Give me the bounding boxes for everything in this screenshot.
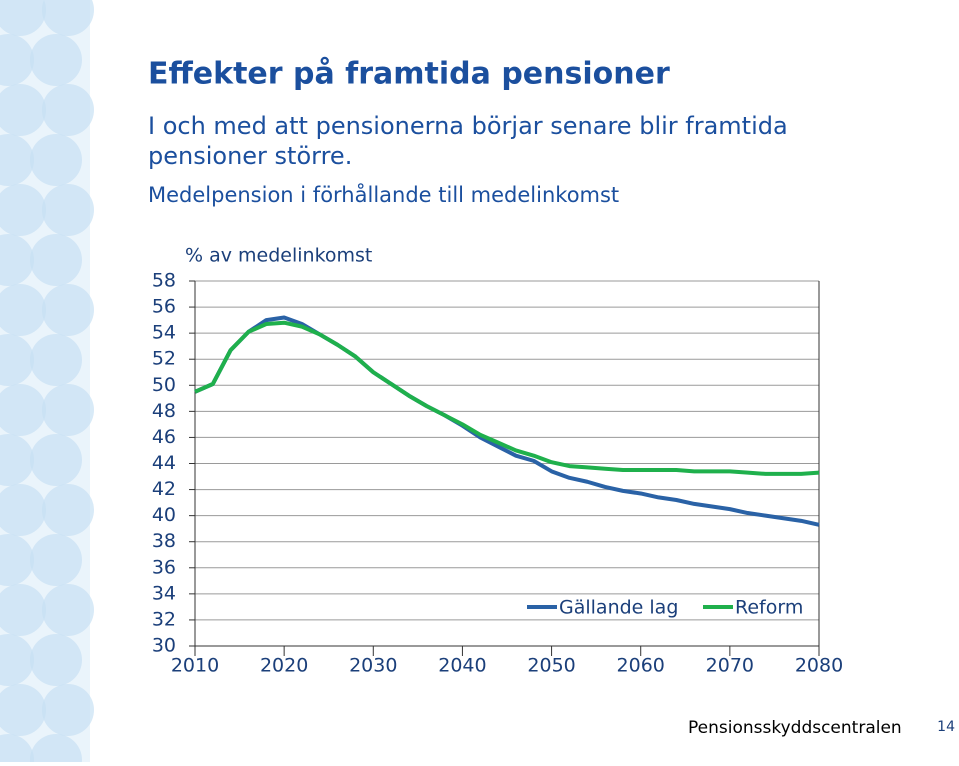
deco-circle bbox=[30, 134, 82, 186]
y-tick-label: 52 bbox=[152, 348, 176, 370]
series-line bbox=[194, 320, 820, 476]
y-tick-label: 32 bbox=[152, 608, 176, 630]
footer: Pensionsskyddscentralen bbox=[688, 718, 902, 738]
decoration bbox=[0, 0, 94, 766]
deco-circle bbox=[30, 634, 82, 686]
y-tick-label: 50 bbox=[152, 374, 176, 396]
y-tick-label: 36 bbox=[152, 556, 176, 578]
deco-circle bbox=[42, 684, 94, 736]
x-tick-label: 2050 bbox=[527, 655, 575, 677]
x-tick-label: 2040 bbox=[438, 655, 486, 677]
legend-label: Gällande lag bbox=[559, 597, 678, 619]
deco-circle bbox=[42, 84, 94, 136]
deco-circle bbox=[30, 234, 82, 286]
deco-circle bbox=[42, 484, 94, 536]
subtitle-line: I och med att pensionerna börjar senare … bbox=[148, 112, 788, 140]
deco-circle bbox=[0, 284, 46, 336]
deco-circle bbox=[42, 0, 94, 36]
x-tick-label: 2080 bbox=[795, 655, 843, 677]
deco-circle bbox=[30, 734, 82, 766]
series-line bbox=[194, 315, 820, 527]
deco-circle bbox=[30, 434, 82, 486]
deco-circle bbox=[0, 0, 46, 36]
x-tick-label: 2030 bbox=[349, 655, 397, 677]
y-tick-label: 30 bbox=[152, 635, 176, 657]
deco-circle bbox=[0, 184, 46, 236]
deco-circle bbox=[0, 234, 34, 286]
deco-circle bbox=[0, 534, 34, 586]
deco-circle bbox=[30, 334, 82, 386]
circle-pattern bbox=[0, 0, 94, 766]
deco-circle bbox=[42, 584, 94, 636]
page-number: 14 bbox=[937, 719, 955, 735]
deco-circle bbox=[0, 434, 34, 486]
legend-label: Reform bbox=[735, 597, 803, 619]
slide-title: Effekter på framtida pensioner bbox=[148, 56, 670, 92]
deco-circle bbox=[42, 184, 94, 236]
y-tick-label: 42 bbox=[152, 478, 176, 500]
deco-circle bbox=[30, 34, 82, 86]
deco-circle bbox=[0, 584, 46, 636]
y-tick-label: 58 bbox=[152, 270, 176, 292]
x-tick-label: 2020 bbox=[260, 655, 308, 677]
deco-circle bbox=[0, 634, 34, 686]
deco-circle bbox=[42, 284, 94, 336]
deco-circle bbox=[0, 384, 46, 436]
y-tick-label: 40 bbox=[152, 504, 176, 526]
y-tick-label: 46 bbox=[152, 426, 176, 448]
deco-circle bbox=[0, 734, 34, 766]
chart-caption: Medelpension i förhållande till medelink… bbox=[148, 182, 619, 207]
y-tick-label: 54 bbox=[152, 322, 176, 344]
y-tick-label: 48 bbox=[152, 400, 176, 422]
subtitle-line: pensioner större. bbox=[148, 142, 352, 170]
x-tick-label: 2070 bbox=[706, 655, 754, 677]
deco-circle bbox=[0, 484, 46, 536]
deco-circle bbox=[0, 684, 46, 736]
x-tick-label: 2010 bbox=[171, 655, 219, 677]
y-tick-label: 38 bbox=[152, 530, 176, 552]
deco-circle bbox=[0, 34, 34, 86]
deco-circle bbox=[0, 334, 34, 386]
deco-circle bbox=[30, 534, 82, 586]
deco-circle bbox=[0, 84, 46, 136]
y-axis-label: % av medelinkomst bbox=[185, 245, 372, 267]
y-tick-label: 56 bbox=[152, 296, 176, 318]
x-tick-label: 2060 bbox=[617, 655, 665, 677]
deco-circle bbox=[0, 134, 34, 186]
deco-circle bbox=[42, 384, 94, 436]
y-tick-label: 34 bbox=[152, 582, 176, 604]
y-tick-label: 44 bbox=[152, 452, 176, 474]
